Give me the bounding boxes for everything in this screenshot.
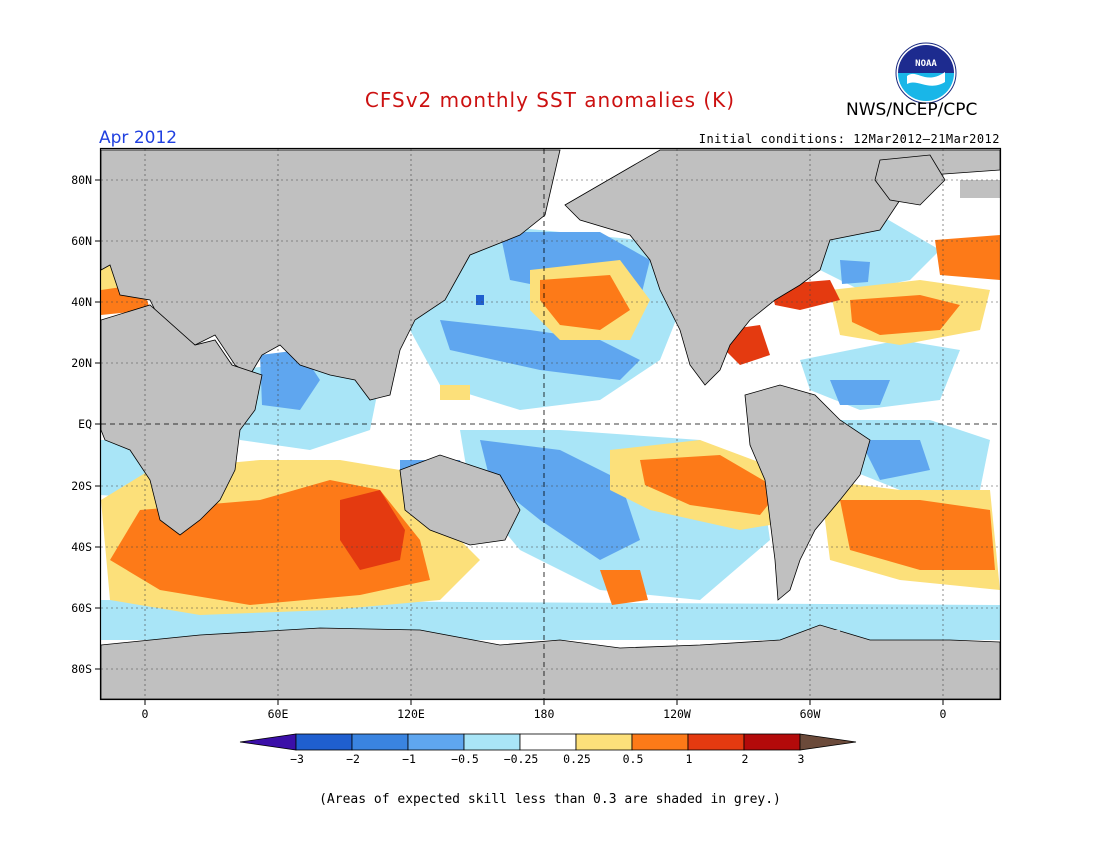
colorbar-label: 2 [741,752,749,766]
colorbar-label: −0.25 [503,752,539,766]
svg-text:NOAA: NOAA [915,59,937,69]
colorbar-label: 1 [685,752,693,766]
land-masses [101,149,1000,699]
lat-label: 20S [71,479,92,493]
colorbar-label: −0.5 [451,752,479,766]
lon-label: 180 [533,707,555,721]
colorbar-arrow-low [239,733,297,751]
greenland [874,154,946,206]
colorbar-segment [351,733,409,751]
lon-label: 0 [141,707,149,721]
colorbar [239,733,857,751]
noaa-logo: NOAA [895,42,957,104]
eurasia [101,149,561,401]
map-title: CFSv2 monthly SST anomalies (K) [364,88,736,112]
lat-label: 60N [71,234,92,248]
colorbar-segment [407,733,465,751]
south-america [744,384,871,601]
lat-label: 80S [71,662,92,676]
colorbar-segment [463,733,521,751]
lon-label: 60W [799,707,821,721]
lat-label: 40S [71,540,92,554]
colorbar-segment [631,733,689,751]
colorbar-arrow-high [799,733,857,751]
forecast-month: Apr 2012 [99,128,178,148]
lon-label: 120W [663,707,691,721]
low-skill-areas [105,180,1000,660]
colorbar-label: 3 [797,752,805,766]
lon-label: 60E [267,707,289,721]
map-frame [99,147,1002,701]
colorbar-segment [519,733,577,751]
colorbar-segment [575,733,633,751]
axis-ticks [95,179,944,705]
colorbar-label: 0.25 [563,752,591,766]
lat-label: 80N [71,173,92,187]
africa [101,304,263,536]
lat-label: 60S [71,601,92,615]
agency-label: NWS/NCEP/CPC [846,100,978,120]
lon-label: 0 [939,707,947,721]
initial-conditions: Initial conditions: 12Mar2012–21Mar2012 [698,132,1000,146]
colorbar-label: −2 [346,752,360,766]
colorbar-label: 0.5 [622,752,644,766]
reference-lines [101,149,1000,699]
australia [399,454,521,546]
colorbar-segment [295,733,353,751]
skill-footnote: (Areas of expected skill less than 0.3 a… [319,792,781,807]
colorbar-label: −1 [402,752,416,766]
lat-label: EQ [78,417,92,431]
lat-label: 20N [71,356,92,370]
colorbar-label: −3 [290,752,304,766]
colorbar-segment [743,733,801,751]
antarctica [101,624,1000,699]
lat-label: 40N [71,295,92,309]
lon-label: 120E [397,707,425,721]
noaa-logo-icon: NOAA [895,42,957,104]
colorbar-segment [687,733,745,751]
